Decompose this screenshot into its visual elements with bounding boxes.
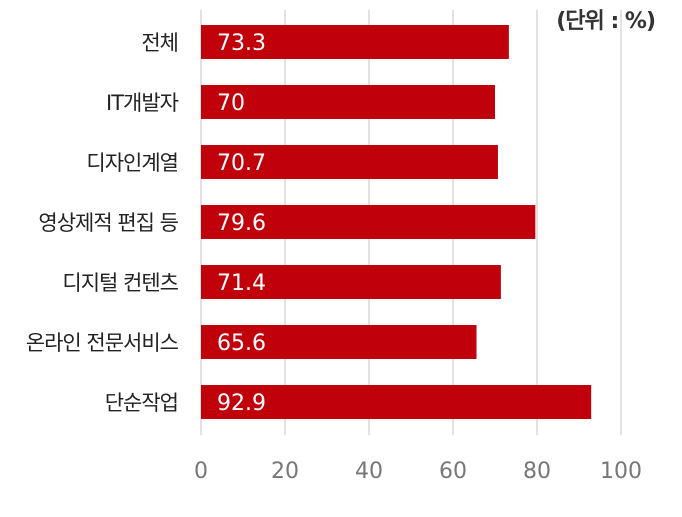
value-label-2: 70.7	[217, 151, 266, 176]
bar-0	[201, 25, 509, 59]
x-tick-40: 40	[355, 459, 383, 484]
x-tick-labels: 0 20 40 60 80 100	[194, 459, 642, 484]
bar-4	[201, 265, 501, 299]
value-label-4: 71.4	[217, 271, 266, 296]
x-tick-80: 80	[523, 459, 551, 484]
value-label-5: 65.6	[217, 331, 266, 356]
value-label-3: 79.6	[217, 211, 266, 236]
category-label-2: 디자인계열	[86, 151, 178, 175]
category-label-0: 전체	[141, 31, 178, 55]
bar-1	[201, 85, 495, 119]
bar-6	[201, 385, 592, 419]
bar-5	[201, 325, 477, 359]
category-label-5: 온라인 전문서비스	[26, 331, 179, 355]
bar-2	[201, 145, 498, 179]
x-tick-60: 60	[439, 459, 467, 484]
x-tick-0: 0	[194, 459, 208, 484]
x-tick-20: 20	[271, 459, 299, 484]
unit-label: (단위 : %)	[556, 9, 655, 34]
bars	[201, 25, 592, 419]
value-label-1: 70	[217, 91, 245, 116]
category-label-6: 단순작업	[105, 391, 178, 415]
category-label-3: 영상제적 편집 등	[38, 211, 178, 235]
category-label-1: IT개발자	[106, 91, 179, 115]
value-label-0: 73.3	[217, 31, 266, 56]
category-label-4: 디지털 컨텐츠	[62, 271, 178, 295]
bar-3	[201, 205, 536, 239]
value-label-6: 92.9	[217, 391, 266, 416]
x-tick-100: 100	[600, 459, 642, 484]
value-labels: 73.3 70 70.7 79.6 71.4 65.6 92.9	[217, 31, 266, 416]
